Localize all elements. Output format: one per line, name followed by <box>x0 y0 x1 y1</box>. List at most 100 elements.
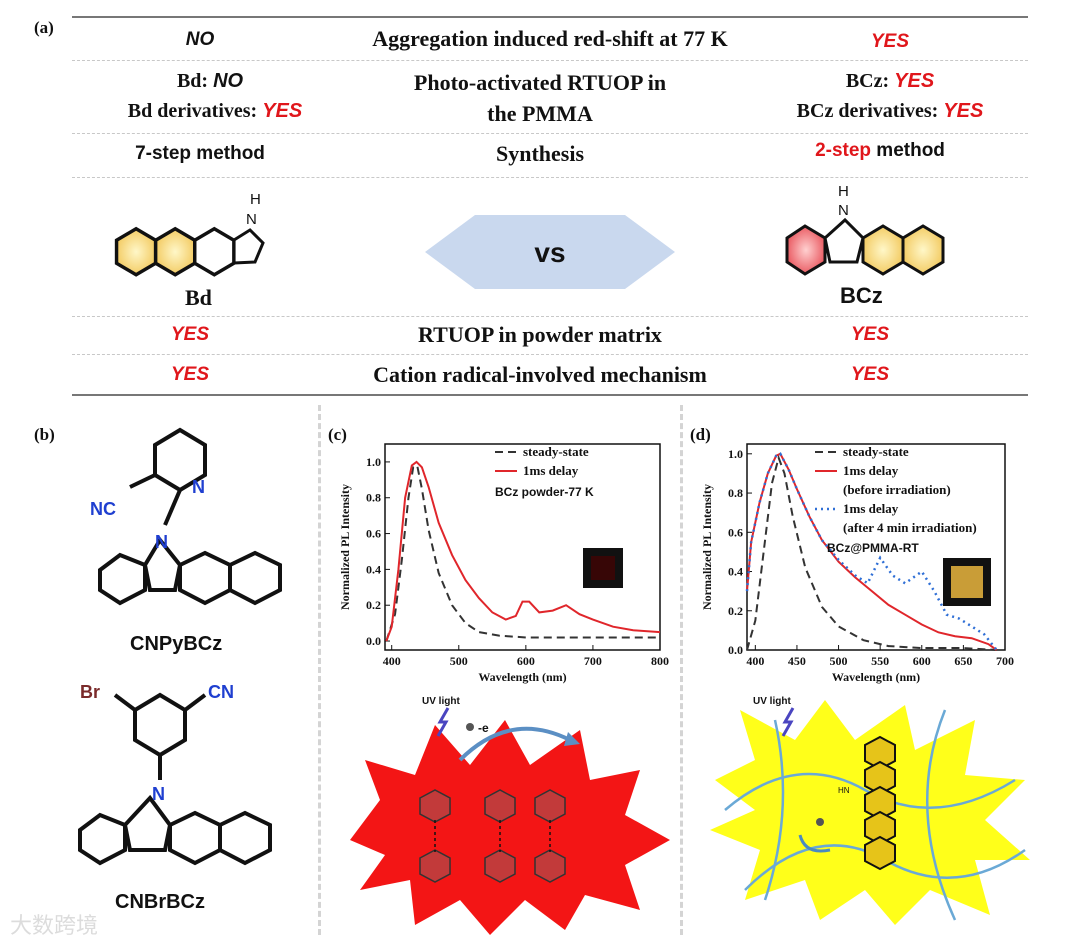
py-n-label: N <box>192 477 205 497</box>
x-tick-label: 600 <box>517 654 535 668</box>
separator <box>318 405 321 935</box>
bd-structure: N H Bd <box>114 191 265 310</box>
y-tick-label: 0.0 <box>728 643 743 657</box>
cnbrbcz-name: CNBrBCz <box>115 891 205 913</box>
bd-nh-label: N <box>246 211 257 228</box>
br-label: Br <box>80 682 100 702</box>
legend-entry: 1ms delay <box>523 463 579 478</box>
bcz-value: YES <box>894 70 935 92</box>
row5-center: RTUOP in powder matrix <box>418 322 662 347</box>
y-axis-label: Normalized PL Intensity <box>338 484 352 610</box>
panel-a-label: (a) <box>34 18 54 37</box>
divider <box>72 16 1028 18</box>
bd-h-label: H <box>250 191 261 208</box>
row1-center: Aggregation induced red-shift at 77 K <box>372 26 728 51</box>
cn-label: CN <box>208 682 234 702</box>
electron-label: -e <box>478 721 489 735</box>
chart-annotation: BCz@PMMA-RT <box>827 541 919 555</box>
y-tick-label: 1.0 <box>366 455 381 469</box>
y-tick-label: 0.4 <box>728 565 743 579</box>
row3-center: Synthesis <box>495 141 585 166</box>
panel-c-label: (c) <box>328 425 347 444</box>
chart-d: 400 450 500 550 600 650 700 0.0 0.2 0.4 0.6 0.8 1.0 W… <box>700 443 1014 684</box>
y-tick-label: 0.8 <box>728 486 743 500</box>
cnbrbcz-structure: Br CN N CNBrBCz <box>78 682 272 913</box>
x-tick-label: 550 <box>871 654 889 668</box>
row2-left-1: Bd: NO <box>110 70 310 93</box>
x-tick-label: 800 <box>651 654 669 668</box>
legend-entry: (after 4 min irradiation) <box>843 520 977 535</box>
vs-diamond: vs <box>425 215 675 289</box>
series-line <box>746 454 997 651</box>
nc-label: NC <box>90 499 116 519</box>
x-tick-label: 600 <box>913 654 931 668</box>
bcz-prefix: BCz: <box>845 70 890 92</box>
y-tick-label: 1.0 <box>728 447 743 461</box>
y-tick-label: 0.2 <box>366 598 381 612</box>
bcz-h-label: H <box>838 183 849 200</box>
pmma-illustration: UV light HN <box>710 696 1030 925</box>
chart-c: 400 500 600 700 800 0.0 0.2 0.4 0.6 0.8 1.0 Wavelen… <box>338 443 669 684</box>
legend-entry: steady-state <box>523 444 589 459</box>
row6-center: Cation radical-involved mechanism <box>373 362 707 387</box>
powder-illustration: UV light -e <box>350 696 670 935</box>
method-word: method <box>871 140 945 161</box>
y-axis-label: Normalized PL Intensity <box>700 484 714 610</box>
y-tick-label: 0.6 <box>366 527 381 541</box>
row2-right-1: BCz: YES <box>790 70 990 93</box>
bcz-deriv-prefix: BCz derivatives: <box>796 100 939 122</box>
x-tick-label: 700 <box>996 654 1014 668</box>
row6-left: YES <box>170 364 210 385</box>
y-tick-label: 0.8 <box>366 491 381 505</box>
inset-sample <box>951 566 983 598</box>
uv-light-label: UV light <box>422 696 460 707</box>
row1-right: YES <box>870 31 910 52</box>
row5-right: YES <box>850 324 890 345</box>
legend-entry: 1ms delay <box>843 501 899 516</box>
x-tick-label: 650 <box>954 654 972 668</box>
row2-center-2: the PMMA <box>487 101 593 126</box>
x-axis-label: Wavelength (nm) <box>832 670 920 684</box>
row6-right: YES <box>850 364 890 385</box>
panel-d-label: (d) <box>690 425 711 444</box>
series-line <box>385 460 661 642</box>
x-tick-label: 500 <box>830 654 848 668</box>
plot-frame <box>746 443 1006 651</box>
x-tick-label: 400 <box>383 654 401 668</box>
x-tick-label: 400 <box>746 654 764 668</box>
divider <box>72 60 1028 61</box>
bcz-structure: N H BCz <box>785 183 945 308</box>
legend-entry: 1ms delay <box>843 463 899 478</box>
x-tick-label: 700 <box>584 654 602 668</box>
two-step: 2-step <box>815 140 872 161</box>
bd-name: Bd <box>185 285 212 310</box>
y-tick-label: 0.2 <box>728 604 743 618</box>
divider <box>72 177 1028 178</box>
separator <box>680 405 683 935</box>
cnpybcz-name: CNPyBCz <box>130 633 222 655</box>
panel-b-label: (b) <box>34 425 55 444</box>
x-tick-label: 500 <box>450 654 468 668</box>
hn-label: HN <box>838 786 850 795</box>
legend-entry: (before irradiation) <box>843 482 951 497</box>
row2-center-1: Photo-activated RTUOP in <box>413 70 667 95</box>
y-tick-label: 0.4 <box>366 562 381 576</box>
row5-left: YES <box>170 324 210 345</box>
row3-left: 7-step method <box>135 143 265 164</box>
y-tick-label: 0.6 <box>728 525 743 539</box>
divider <box>72 394 1028 396</box>
x-tick-label: 450 <box>788 654 806 668</box>
bcz-deriv-value: YES <box>943 100 984 122</box>
watermark: 大数跨境 <box>10 914 99 939</box>
y-tick-label: 0.0 <box>366 634 381 648</box>
uv-light-label: UV light <box>753 696 791 707</box>
chart-annotation: BCz powder-77 K <box>495 485 594 499</box>
vs-label: vs <box>534 237 565 268</box>
row1-left: NO <box>185 29 215 50</box>
bcz-n-label: N <box>838 202 849 219</box>
carbazole-n-label: N <box>155 532 168 552</box>
legend-entry: steady-state <box>843 444 909 459</box>
row2-left-2: Bd derivatives: YES <box>90 100 340 123</box>
divider <box>72 316 1028 317</box>
series-line <box>745 452 998 651</box>
